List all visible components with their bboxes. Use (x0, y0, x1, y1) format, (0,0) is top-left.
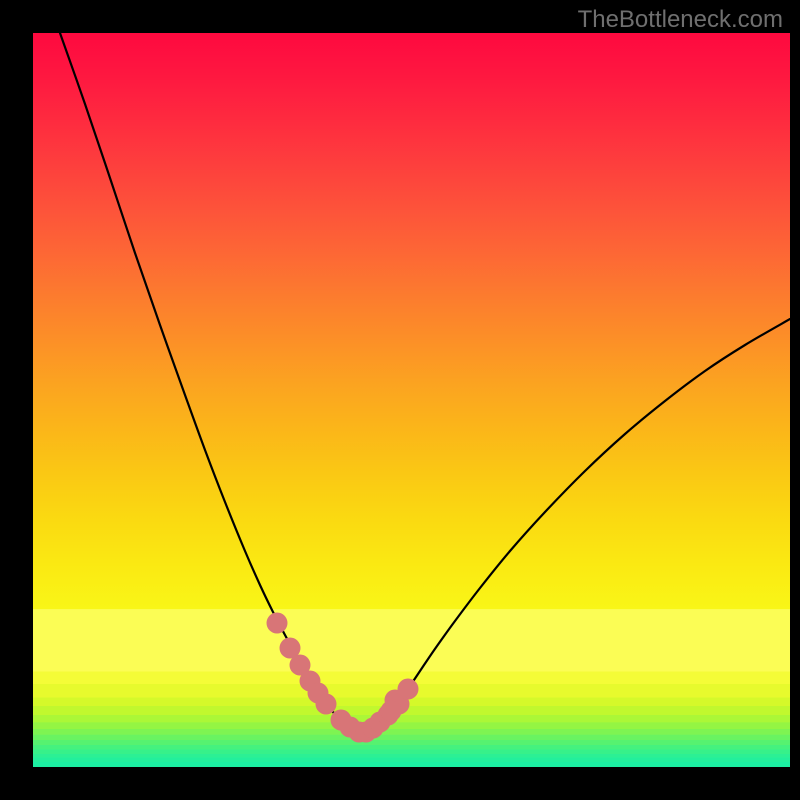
data-marker (398, 679, 419, 700)
data-marker (316, 694, 337, 715)
watermark-label: TheBottleneck.com (578, 6, 783, 34)
gradient-background (33, 33, 790, 767)
data-marker (381, 701, 402, 722)
plot-svg (0, 0, 800, 800)
data-marker (267, 613, 288, 634)
